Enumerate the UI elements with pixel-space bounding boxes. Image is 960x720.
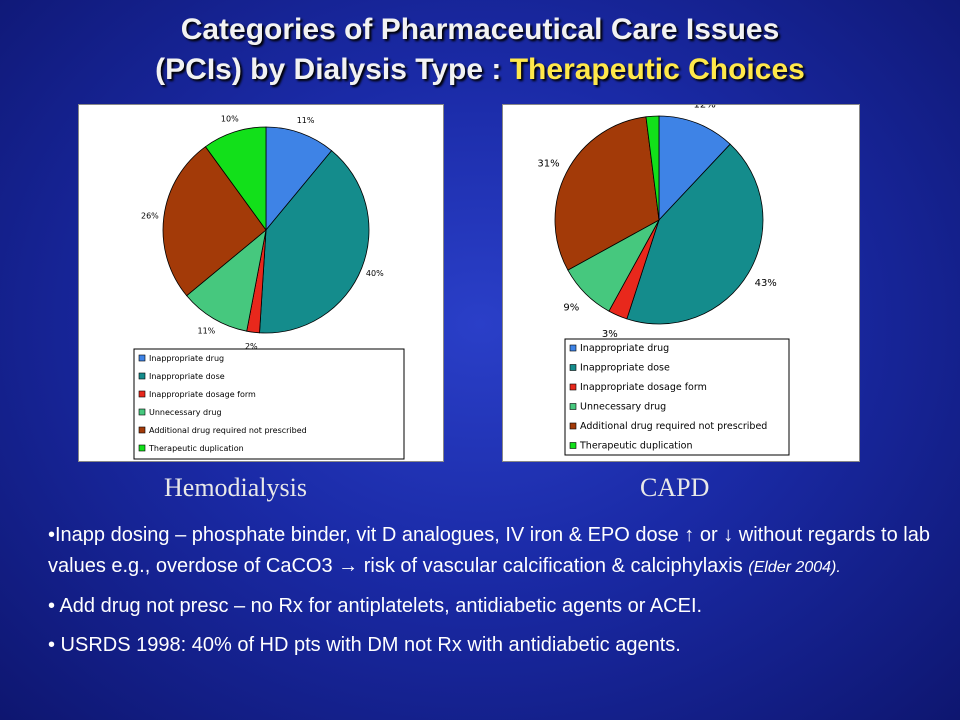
bullet-2: • Add drug not presc – no Rx for antipla… [48,595,703,617]
hd-slice-5 [162,146,267,297]
capd-legend-label-2: Inappropriate dose [580,363,670,374]
bullet-1-citation: (Elder 2004). [748,559,841,576]
capd-slice-5 [554,116,660,271]
capd-slice-2 [626,143,764,325]
capd-legend-label-1: Inappropriate drug [580,343,669,354]
hd-slice-6 [204,126,267,232]
capd-slice-6 [645,115,660,221]
title-line-1: Categories of Pharmaceutical Care Issues [180,13,780,46]
hd-legend-label-2: Inappropriate dose [149,372,225,381]
hd-data-label-3: 2% [245,342,258,351]
hd-data-label-1: 11% [297,116,315,125]
capd-legend-label-4: Unnecessary drug [580,402,666,413]
hd-data-label-2: 40% [366,269,384,278]
hemodialysis-caption: Hemodialysis [164,473,307,502]
capd-legend-swatch-6 [569,442,577,449]
capd-legend-label-3: Inappropriate dosage form [580,382,707,393]
hd-legend-swatch-2 [138,372,146,380]
hd-legend [133,348,405,460]
hd-data-label-4: 11% [198,327,216,336]
hemodialysis-chart-panel: 11% 40% 2% 11% 26% 10% Inappropriate drug Inapp… [78,104,444,462]
hd-data-label-6: 10% [221,115,239,124]
capd-legend [564,338,790,456]
capd-legend-swatch-3 [569,383,577,391]
hd-slice-2 [259,150,370,334]
capd-pie-chart: 12%43%3%9%31%2%Inappropriate drugInappro… [537,105,790,456]
capd-legend-label-5: Additional drug required not prescribed [580,421,767,432]
hd-legend-swatch-1 [138,354,146,362]
hd-legend-swatch-6 [138,444,146,452]
hd-legend-label-4: Unnecessary drug [149,408,222,417]
hd-legend-label-5: Additional drug required not prescribed [149,426,307,435]
capd-chart-panel: 12%43%3%9%31%2%Inappropriate drugInappro… [502,104,860,462]
capd-data-label-1: 12% [693,105,715,111]
capd-caption: CAPD [640,473,710,502]
hd-legend-label-3: Inappropriate dosage form [149,390,256,399]
hd-data-label-5: 26% [141,211,159,220]
capd-legend-swatch-1 [569,344,577,352]
capd-legend-swatch-5 [569,422,577,430]
title-line-2: (PCIs) by Dialysis Type : Therapeutic Ch… [0,50,960,90]
hd-slice-1 [265,126,333,232]
hd-legend-label-6: Therapeutic duplication [148,444,244,453]
hd-legend-swatch-4 [138,408,146,416]
capd-data-label-4: 9% [563,303,579,314]
slide-title: Categories of Pharmaceutical Care Issues… [0,10,960,90]
bullet-list: •Inapp dosing – phosphate binder, vit D … [48,520,948,669]
bullet-1-text: •Inapp dosing – phosphate binder, vit D … [48,524,930,577]
capd-data-label-2: 43% [755,278,777,289]
hd-legend-label-1: Inappropriate drug [149,354,224,363]
bullet-3: • USRDS 1998: 40% of HD pts with DM not … [48,634,681,656]
hd-legend-swatch-3 [138,390,146,398]
title-line-2-main: (PCIs) by Dialysis Type : [155,53,510,86]
bullet-1: •Inapp dosing – phosphate binder, vit D … [48,520,948,583]
capd-data-label-5: 31% [537,159,559,170]
title-highlight: Therapeutic Choices [509,53,805,86]
hemodialysis-pie-chart: 11% 40% 2% 11% 26% 10% Inappropriate drug Inapp… [133,115,405,460]
capd-legend-swatch-2 [569,364,577,371]
capd-data-label-3: 3% [602,329,618,340]
capd-slice-1 [658,115,731,222]
capd-legend-swatch-4 [569,403,577,410]
hd-legend-swatch-5 [138,426,146,434]
hd-slice-4 [186,228,267,332]
capd-legend-label-6: Therapeutic duplication [579,441,693,452]
